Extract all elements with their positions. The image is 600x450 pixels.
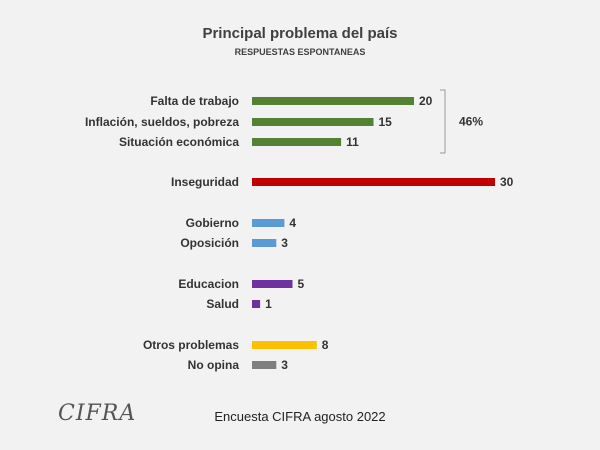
bar — [252, 178, 495, 186]
bar — [252, 341, 317, 349]
category-label: Gobierno — [186, 216, 239, 230]
bar — [252, 219, 285, 227]
chart-subtitle: RESPUESTAS ESPONTANEAS — [234, 47, 366, 57]
category-label: No opina — [188, 358, 240, 372]
category-label: Salud — [206, 297, 239, 311]
data-label: 11 — [346, 135, 359, 149]
category-label: Oposición — [180, 236, 239, 250]
footer-source: Encuesta CIFRA agosto 2022 — [214, 409, 386, 424]
bar — [252, 138, 342, 146]
bar — [252, 239, 277, 247]
category-label: Inseguridad — [171, 175, 239, 189]
bar — [252, 300, 261, 308]
chart-title: Principal problema del país — [202, 25, 398, 42]
data-label: 20 — [419, 94, 433, 108]
category-label: Falta de trabajo — [150, 94, 239, 108]
data-label: 1 — [265, 297, 272, 311]
bar — [252, 97, 414, 105]
bar-chart: Falta de trabajo 20 Inflación, sueldos, po… — [85, 89, 514, 372]
category-label: Educacion — [178, 277, 239, 291]
category-label: Situación económica — [119, 135, 239, 149]
data-label: 3 — [281, 236, 288, 250]
category-label: Otros problemas — [143, 338, 239, 352]
data-label: 3 — [281, 358, 288, 372]
bracket-label: 46% — [459, 115, 483, 129]
data-label: 30 — [500, 175, 514, 189]
group-bracket — [440, 89, 446, 154]
data-label: 4 — [289, 216, 296, 230]
data-label: 15 — [379, 115, 393, 129]
bar — [252, 118, 374, 126]
cifra-logo: CIFRA — [58, 401, 137, 426]
data-label: 5 — [298, 277, 305, 291]
bar — [252, 361, 277, 369]
bar — [252, 280, 293, 288]
data-label: 8 — [322, 338, 329, 352]
category-label: Inflación, sueldos, pobreza — [85, 115, 239, 129]
